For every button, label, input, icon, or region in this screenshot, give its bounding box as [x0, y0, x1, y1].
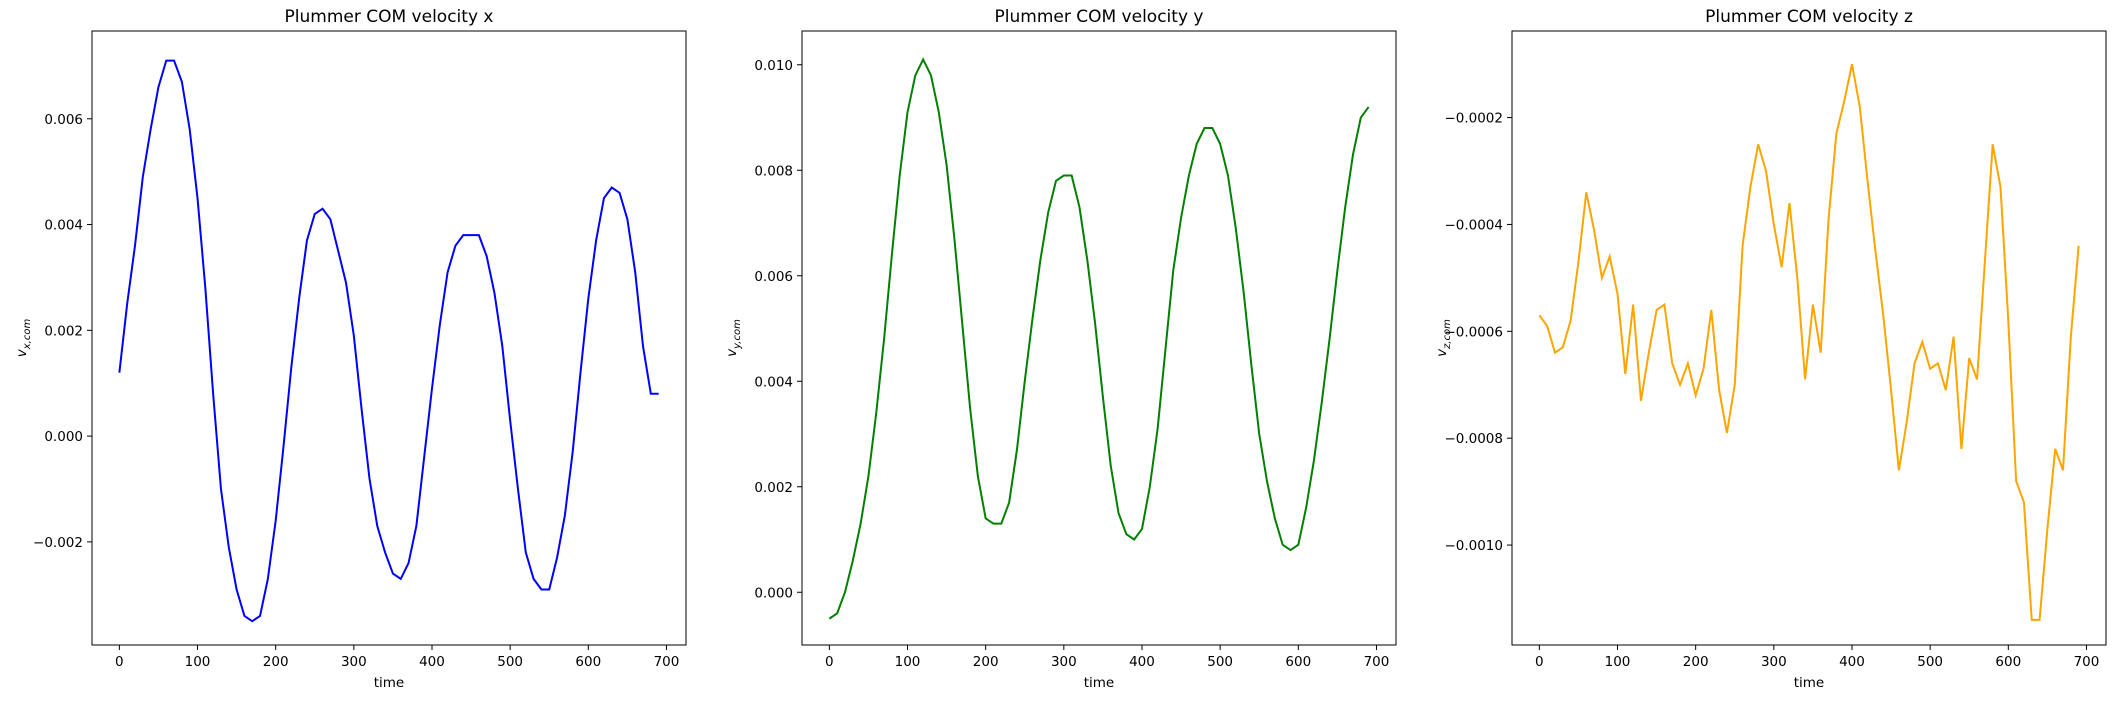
x-axis-label: time: [1084, 675, 1115, 691]
x-tick-label: 500: [1917, 654, 1943, 670]
panel: Plummer COM velocity z 0 100 200 300 400 500 60…: [1434, 7, 2107, 691]
y-tick-label: −0.002: [33, 535, 83, 551]
chart-title: Plummer COM velocity z: [1705, 7, 1913, 27]
data-line: [828, 57, 1370, 620]
x-tick-label: 600: [1285, 654, 1311, 670]
y-tick-label: 0.006: [44, 112, 83, 128]
y-tick-label: 0.006: [754, 269, 793, 285]
y-tick-label: −0.0010: [1444, 538, 1503, 554]
x-tick-label: 100: [1605, 654, 1631, 670]
data-line: [1538, 63, 2080, 621]
x-tick-label: 300: [341, 654, 367, 670]
y-tick-label: 0.008: [754, 163, 793, 179]
x-tick-label: 500: [1207, 654, 1233, 670]
x-tick-label: 700: [654, 654, 680, 670]
data-line: [118, 59, 659, 623]
x-axis-label: time: [1794, 675, 1825, 691]
x-tick-label: 0: [1535, 654, 1544, 670]
x-tick-label: 200: [1683, 654, 1709, 670]
y-axis-label: vz,com: [1434, 319, 1453, 357]
y-tick-label: 0.000: [44, 429, 83, 445]
x-tick-label: 300: [1051, 654, 1077, 670]
y-axis-label: vy,com: [724, 319, 743, 357]
x-tick-label: 300: [1761, 654, 1787, 670]
plot-area: [828, 57, 1370, 620]
x-tick-label: 200: [973, 654, 999, 670]
x-tick-label: 400: [1839, 654, 1865, 670]
axes-frame: [1511, 30, 2107, 646]
y-label-main: v: [1434, 348, 1450, 357]
axes-frame: [801, 30, 1397, 646]
x-axis-label: time: [374, 675, 405, 691]
x-tick-label: 100: [185, 654, 211, 670]
y-tick-label: 0.000: [754, 585, 793, 601]
x-tick-label: 100: [895, 654, 921, 670]
y-label-main: v: [14, 348, 30, 357]
axes-frame: [91, 30, 687, 646]
x-tick-label: 400: [419, 654, 445, 670]
y-label-sub: y,com: [732, 319, 743, 350]
panel: Plummer COM velocity y 0 100 200 300 400 500 60…: [724, 7, 1397, 691]
chart-title: Plummer COM velocity x: [285, 7, 494, 27]
plot-area: [118, 59, 659, 623]
y-tick-label: −0.0008: [1444, 431, 1503, 447]
x-tick-label: 600: [575, 654, 601, 670]
y-tick-label: −0.0002: [1444, 111, 1503, 127]
plot-area: [1538, 63, 2080, 621]
x-tick-label: 500: [497, 654, 523, 670]
x-tick-label: 700: [2074, 654, 2100, 670]
x-tick-label: 0: [115, 654, 124, 670]
y-tick-label: 0.010: [754, 58, 793, 74]
y-label-main: v: [724, 348, 740, 357]
x-tick-label: 700: [1364, 654, 1390, 670]
x-tick-label: 400: [1129, 654, 1155, 670]
x-tick-label: 200: [263, 654, 289, 670]
y-tick-label: 0.002: [44, 323, 83, 339]
y-tick-label: −0.0004: [1444, 217, 1503, 233]
y-label-sub: x,com: [22, 319, 33, 351]
y-tick-label: 0.004: [754, 374, 793, 390]
y-axis-label: vx,com: [14, 319, 33, 358]
x-tick-label: 600: [1995, 654, 2021, 670]
y-label-sub: z,com: [1442, 319, 1453, 350]
y-tick-label: −0.0006: [1444, 324, 1503, 340]
panel: Plummer COM velocity x 0 100 200 300 400 500 60…: [14, 7, 687, 691]
x-tick-label: 0: [825, 654, 834, 670]
y-tick-label: 0.002: [754, 480, 793, 496]
y-tick-label: 0.004: [44, 218, 83, 234]
chart-title: Plummer COM velocity y: [995, 7, 1204, 27]
